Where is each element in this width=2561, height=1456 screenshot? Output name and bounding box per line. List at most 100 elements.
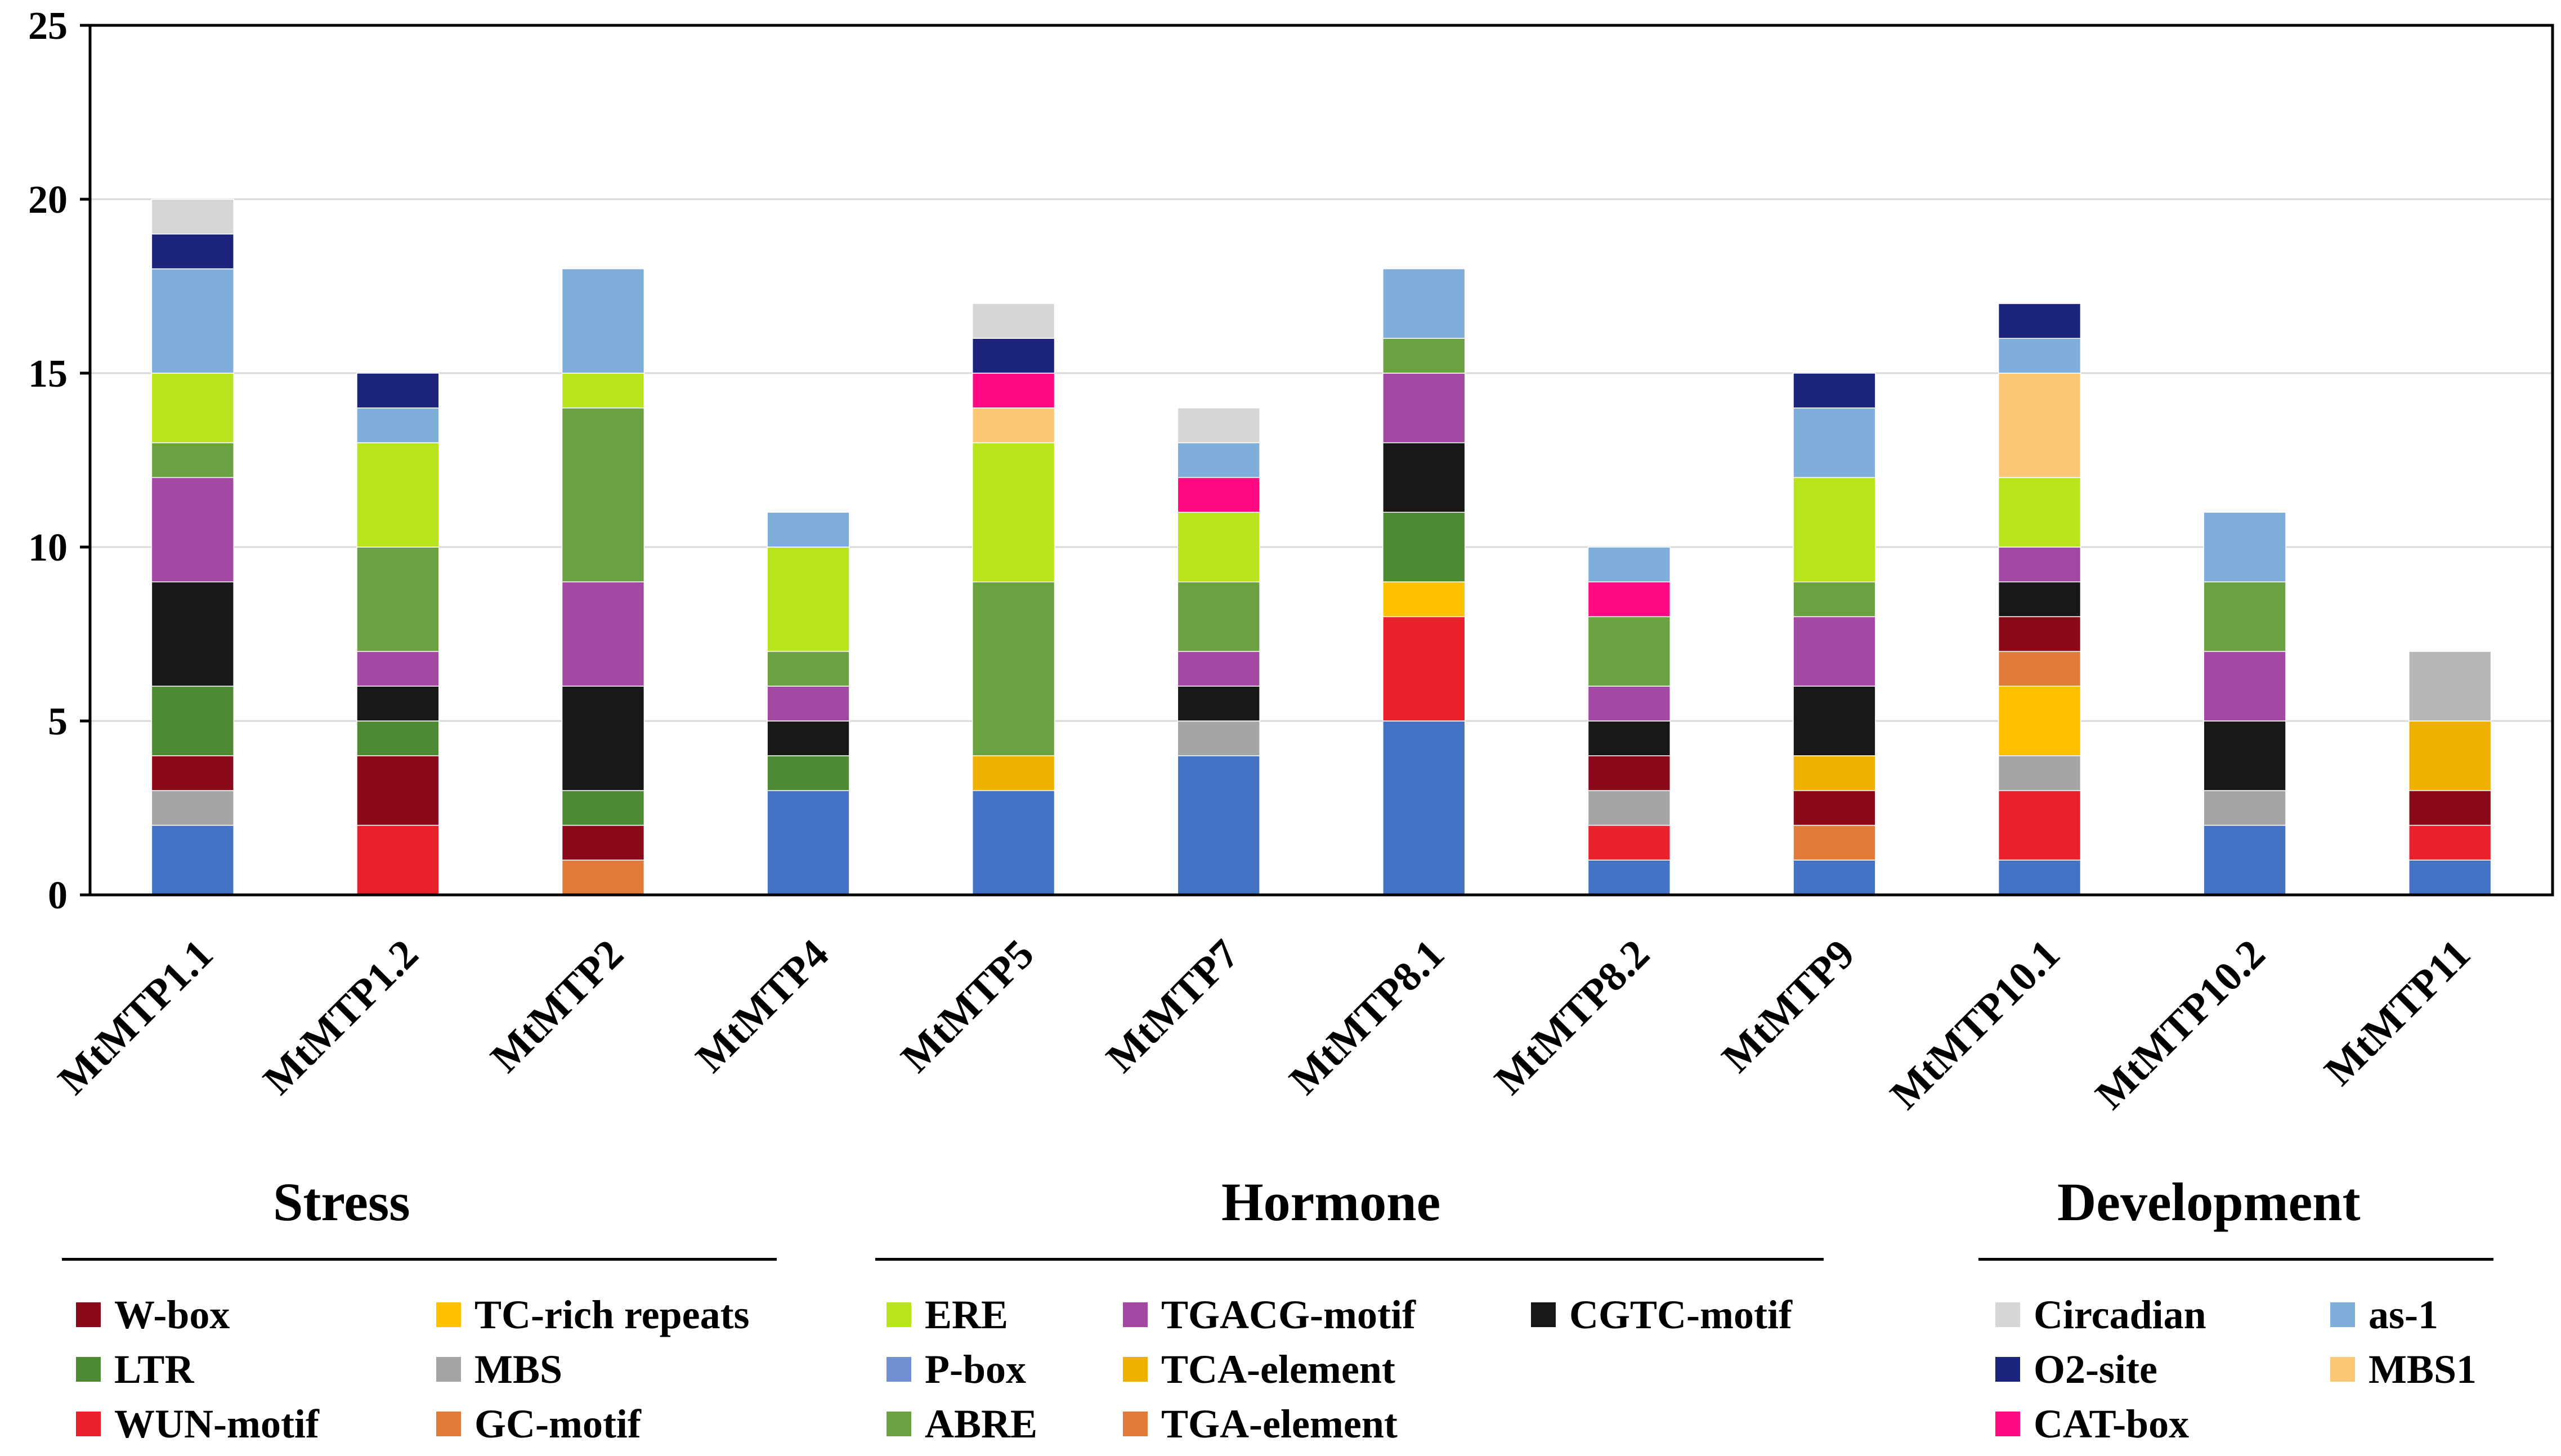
legend-label: as-1	[2369, 1292, 2438, 1337]
bar-segment	[1587, 546, 1671, 583]
bar-segment	[767, 546, 850, 652]
bar-segment	[1587, 581, 1671, 617]
legend-swatch	[1995, 1412, 2020, 1436]
legend-item-w-box: W-box	[76, 1294, 230, 1335]
bar-segment	[767, 686, 850, 722]
bar-segment	[1587, 859, 1671, 895]
bar-segment	[1587, 686, 1671, 722]
bar-segment	[971, 373, 1055, 409]
bar-segment	[1998, 373, 2081, 478]
bar-segment	[971, 338, 1055, 374]
legend-group-title-development: Development	[2057, 1172, 2361, 1232]
legend-label: ERE	[925, 1292, 1009, 1337]
bar-segment	[2203, 790, 2286, 826]
legend-item-ltr: LTR	[76, 1349, 194, 1390]
legend-swatch	[1123, 1412, 1148, 1436]
legend-label: MBS	[474, 1347, 563, 1392]
legend-item-p-box: P-box	[886, 1349, 1026, 1390]
bar-segment	[971, 755, 1055, 791]
x-tick-label: MtMTP1.1	[50, 931, 222, 1103]
legend-swatch	[436, 1412, 461, 1436]
bar-segment	[1587, 616, 1671, 687]
legend-item-gc-motif: GC-motif	[436, 1404, 641, 1444]
bar-segment	[1998, 303, 2081, 339]
legend-group-title-stress: Stress	[273, 1172, 410, 1232]
bar-segment	[1793, 407, 1876, 478]
bar-segment	[1998, 859, 2081, 895]
bar-segment	[1587, 825, 1671, 861]
legend-label: TGA-element	[1161, 1401, 1398, 1446]
bar-segment	[1793, 825, 1876, 861]
bar-segment	[767, 755, 850, 791]
bars	[151, 199, 2492, 895]
gridlines	[90, 198, 2553, 722]
bar-segment	[356, 755, 440, 826]
legend-rule-stress	[62, 1258, 777, 1261]
legend-item-wun-motif: WUN-motif	[76, 1404, 319, 1444]
legend-item-ere: ERE	[886, 1294, 1008, 1335]
legend-label: CAT-box	[2034, 1401, 2190, 1446]
bar-segment	[561, 686, 645, 791]
legend-swatch	[76, 1357, 101, 1382]
bar-segment	[356, 651, 440, 687]
x-tick-label: MtMTP10.2	[2087, 931, 2275, 1118]
bar-segment	[151, 755, 234, 791]
y-tick-label: 25	[28, 5, 68, 48]
legend-label: TC-rich repeats	[474, 1292, 750, 1337]
x-tick-label: MtMTP9	[1713, 931, 1864, 1081]
bar-segment	[356, 373, 440, 409]
bar-segment	[1382, 268, 1466, 339]
legend-rule-hormone	[875, 1258, 1824, 1261]
legend-label: W-box	[114, 1292, 230, 1337]
legend-item-circadian: Circadian	[1995, 1294, 2206, 1335]
bar-segment	[561, 825, 645, 861]
bar-segment	[2203, 512, 2286, 583]
x-tick-label: MtMTP8.2	[1486, 931, 1658, 1103]
legend-swatch	[1995, 1357, 2020, 1382]
bar-segment	[561, 407, 645, 583]
legend-item-mbs1: MBS1	[2330, 1349, 2477, 1390]
y-tick-label: 5	[48, 700, 68, 743]
legend-swatch	[2330, 1302, 2355, 1327]
legend-swatch	[76, 1302, 101, 1327]
legend-label: TCA-element	[1161, 1347, 1395, 1392]
bar-segment	[1382, 338, 1466, 374]
bar-segment	[1793, 373, 1876, 409]
bar-segment	[1793, 616, 1876, 687]
bar-segment	[1177, 407, 1260, 443]
bar-segment	[2408, 651, 2492, 722]
plot-area-frame	[88, 24, 2554, 897]
legend-item-abre: ABRE	[886, 1404, 1037, 1444]
legend-item-o2-site: O2-site	[1995, 1349, 2157, 1390]
bar-segment	[971, 303, 1055, 339]
legend-item-tc-rich-repeats: TC-rich repeats	[436, 1294, 750, 1335]
y-tick-label: 10	[28, 526, 68, 570]
bar-segment	[1998, 755, 2081, 791]
bar-segment	[151, 686, 234, 756]
bar-segment	[356, 546, 440, 652]
bar-segment	[561, 859, 645, 895]
bar-segment	[1177, 581, 1260, 652]
legend-swatch	[1995, 1302, 2020, 1327]
legend-swatch	[76, 1412, 101, 1436]
legend-label: WUN-motif	[114, 1401, 319, 1446]
x-tick-label: MtMTP10.1	[1882, 931, 2069, 1118]
legend-label: TGACG-motif	[1161, 1292, 1416, 1337]
bar-segment	[971, 790, 1055, 895]
bar-segment	[2203, 651, 2286, 722]
y-tick-label: 15	[28, 352, 68, 396]
bar-segment	[1177, 755, 1260, 895]
legend-item-cat-box: CAT-box	[1995, 1404, 2189, 1444]
bar-segment	[1177, 686, 1260, 722]
bar-segment	[1998, 477, 2081, 548]
bar-segment	[1177, 512, 1260, 583]
bar-segment	[151, 790, 234, 826]
bar-segment	[767, 512, 850, 548]
bar-segment	[1382, 720, 1466, 895]
x-tick-label: MtMTP5	[892, 931, 1042, 1081]
bar-segment	[1177, 477, 1260, 513]
bar-segment	[1177, 720, 1260, 756]
x-ticks: MtMTP1.1 MtMTP1.2 MtMTP2 MtMTP4 MtMTP5 MtMTP7…	[50, 931, 2479, 1118]
bar-segment	[2203, 720, 2286, 791]
